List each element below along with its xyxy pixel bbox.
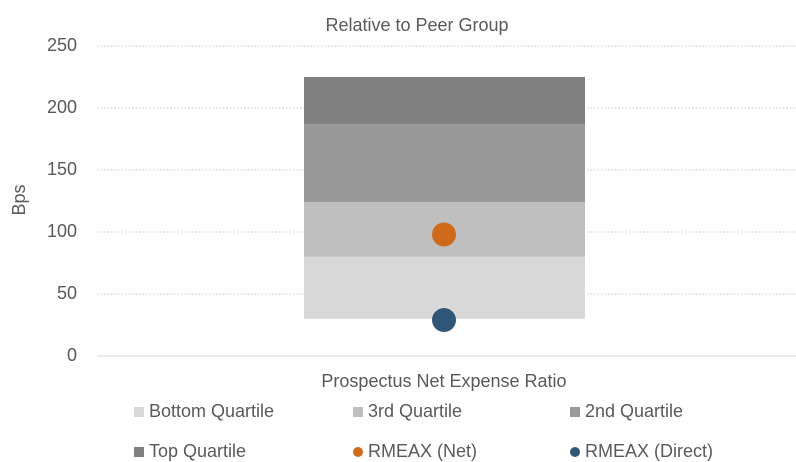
y-tick-label: 250: [47, 35, 77, 55]
legend-label: 3rd Quartile: [368, 401, 462, 421]
y-tick-label: 50: [57, 283, 77, 303]
legend-label: RMEAX (Net): [368, 441, 477, 461]
legend-swatch: [570, 447, 580, 457]
bar-segment: [304, 124, 585, 203]
legend-label: RMEAX (Direct): [585, 441, 713, 461]
legend-swatch: [134, 407, 144, 417]
marker-point: [432, 308, 456, 333]
y-tick-label: 200: [47, 97, 77, 117]
legend-swatch: [570, 407, 580, 417]
legend-label: Bottom Quartile: [149, 401, 274, 421]
legend-swatch: [353, 407, 363, 417]
y-tick-label: 150: [47, 159, 77, 179]
bar-segment: [304, 77, 585, 125]
y-tick-label: 100: [47, 221, 77, 241]
legend-swatch: [353, 447, 363, 457]
chart-title: Relative to Peer Group: [325, 15, 508, 35]
x-tick-label: Prospectus Net Expense Ratio: [321, 371, 566, 391]
marker-point: [432, 222, 456, 247]
legend-label: 2nd Quartile: [585, 401, 683, 421]
y-axis-label: Bps: [9, 184, 29, 215]
y-tick-label: 0: [67, 345, 77, 365]
legend-label: Top Quartile: [149, 441, 246, 461]
legend-swatch: [134, 447, 144, 457]
